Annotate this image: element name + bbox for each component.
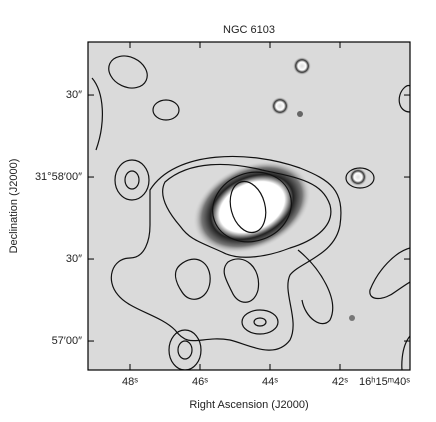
x-tick-label: 16ʰ15ᵐ40ˢ	[359, 376, 410, 388]
y-tick-label: 30″	[66, 89, 82, 101]
y-tick-label: 30″	[66, 253, 82, 265]
x-tick-label: 42ˢ	[332, 376, 348, 388]
x-tick-label: 48ˢ	[122, 376, 138, 388]
y-axis-label: Declination (J2000)	[8, 159, 20, 254]
y-tick-label: 57′00″	[52, 335, 83, 347]
image-panel	[88, 42, 410, 370]
x-axis-label: Right Ascension (J2000)	[189, 399, 308, 411]
chart-title: NGC 6103	[223, 24, 275, 36]
y-tick-label: 31°58′00″	[35, 171, 82, 183]
plot-frame	[87, 41, 411, 371]
x-tick-label: 46ˢ	[192, 376, 208, 388]
x-tick-label: 44ˢ	[262, 376, 278, 388]
